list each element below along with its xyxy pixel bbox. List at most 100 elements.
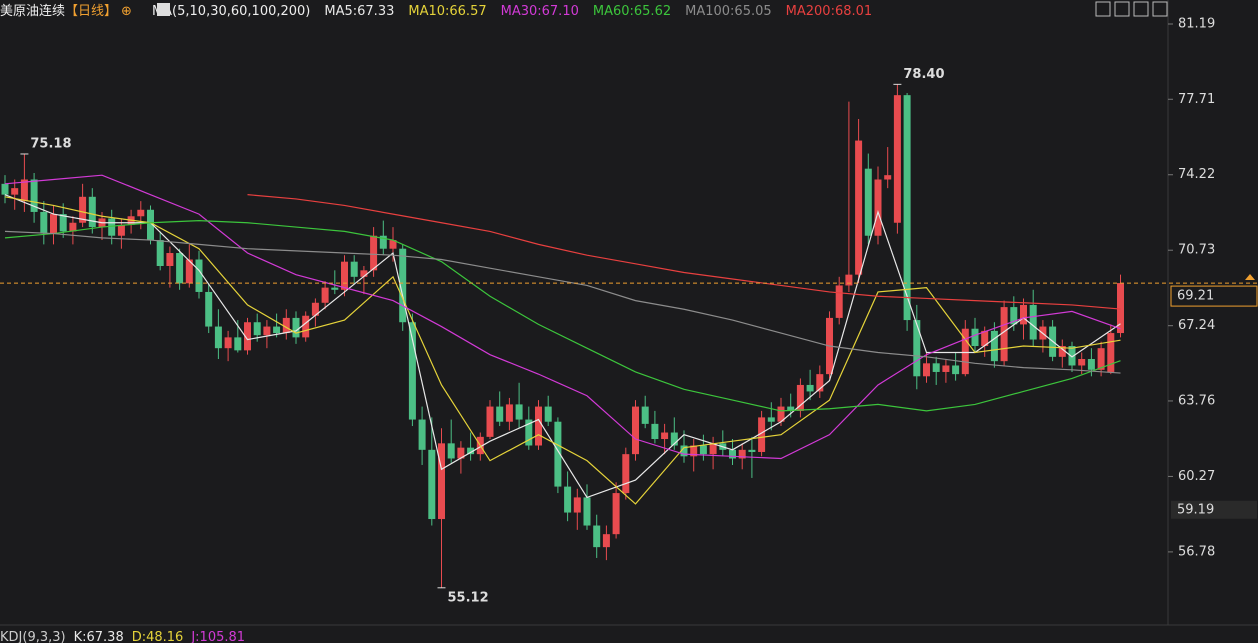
candle-body	[20, 179, 28, 202]
header: 美原油连续【日线】 ⊕ MA(5,10,30,60,100,200) MA5:67.3…	[0, 3, 872, 19]
candle-body	[341, 261, 348, 290]
candle-body	[961, 328, 969, 375]
candle-body	[1087, 358, 1095, 370]
marker-label: 59.19	[1177, 502, 1214, 517]
candle-body	[1078, 358, 1086, 366]
candle-body	[185, 259, 193, 284]
candle-body	[932, 363, 940, 372]
candle-body	[205, 291, 213, 327]
candle-body	[59, 214, 67, 232]
candle-body	[137, 209, 145, 217]
candle-body	[1058, 346, 1066, 357]
tool-icon[interactable]	[1152, 1, 1168, 17]
candle-body	[641, 406, 649, 424]
candle-body	[990, 330, 998, 362]
candle-body	[583, 497, 591, 526]
ma-line	[4, 219, 1121, 412]
legend-value: 65.05	[734, 4, 771, 19]
candle-body	[787, 406, 795, 411]
candle-body	[108, 218, 116, 236]
legend-name: MA10:	[408, 4, 449, 19]
candle-body	[428, 449, 436, 520]
indicator-key: D:	[132, 630, 146, 643]
candle-body	[690, 445, 698, 457]
candle-body	[748, 449, 756, 452]
add-icon[interactable]: ⊕	[121, 4, 132, 19]
price-label: 69.21	[1177, 289, 1214, 304]
candle-body	[971, 328, 979, 347]
candle-body	[923, 363, 930, 377]
candle-body	[505, 404, 513, 422]
legend-value: 65.62	[634, 4, 671, 19]
candle-body	[224, 337, 232, 349]
chart-icon	[157, 3, 170, 16]
candle-body	[292, 317, 300, 338]
candle-body	[699, 445, 707, 455]
candle-body	[50, 214, 57, 234]
candle-body	[709, 443, 717, 455]
price-arrow	[1245, 274, 1255, 280]
candle-body	[79, 196, 87, 223]
period[interactable]: 【日线】	[65, 4, 117, 19]
extreme-label: 75.18	[30, 136, 71, 151]
candle-body	[564, 486, 572, 513]
candle-body	[1029, 304, 1037, 340]
candle-body	[379, 235, 387, 249]
candle-body	[670, 432, 678, 446]
candle-body	[321, 287, 329, 303]
candle-body	[418, 419, 426, 450]
tool-icon[interactable]	[1133, 1, 1149, 17]
candle-body	[758, 417, 766, 452]
candle-body	[1000, 307, 1008, 362]
candle-body	[777, 406, 785, 422]
candle-body	[302, 315, 310, 338]
legend-value: 68.01	[835, 4, 872, 19]
candle-body	[767, 417, 775, 422]
candle-body	[903, 95, 911, 321]
indicator-value: 48.16	[146, 630, 183, 643]
candle-body	[981, 330, 989, 347]
ma-line	[4, 194, 1121, 499]
candle-body	[11, 188, 19, 195]
extreme-label: 78.40	[903, 67, 944, 82]
candle-body	[729, 449, 736, 459]
y-tick-label: 81.19	[1178, 17, 1215, 32]
candle-body	[806, 384, 814, 392]
candle-body	[952, 365, 960, 375]
candle-body	[913, 320, 921, 377]
candle-body	[651, 423, 659, 440]
y-tick-label: 63.76	[1178, 393, 1215, 408]
indicator-key: K:	[74, 630, 87, 643]
candle-body	[612, 493, 620, 535]
candle-body	[1010, 307, 1018, 325]
candle-body	[535, 406, 542, 446]
candle-body	[467, 447, 475, 455]
candle-body	[244, 322, 251, 351]
candle-body	[835, 285, 843, 318]
candle-body	[69, 222, 77, 232]
candle-body	[40, 211, 48, 234]
candle-body	[1020, 304, 1027, 325]
tool-icon[interactable]	[1114, 1, 1130, 17]
candle-body	[30, 179, 38, 212]
candle-body	[593, 525, 601, 548]
candle-body	[282, 317, 290, 334]
candle-body	[1068, 346, 1076, 366]
candle-body	[486, 406, 494, 437]
candle-body	[874, 179, 882, 236]
tool-icon[interactable]	[1095, 1, 1111, 17]
y-tick-label: 74.22	[1178, 167, 1215, 182]
candle-body	[370, 235, 378, 271]
candle-body	[816, 374, 824, 392]
candle-body	[544, 406, 552, 422]
indicator-value: 67.38	[87, 630, 124, 643]
candle-body	[845, 274, 853, 286]
indicator-value: 105.81	[200, 630, 246, 643]
toolbar[interactable]	[1095, 1, 1168, 17]
y-tick-label: 70.73	[1178, 243, 1215, 258]
y-tick-label: 77.71	[1178, 92, 1215, 107]
candle-body	[1117, 283, 1124, 334]
indicator-key: J:	[190, 630, 199, 643]
legend-value: 67.10	[542, 4, 579, 19]
